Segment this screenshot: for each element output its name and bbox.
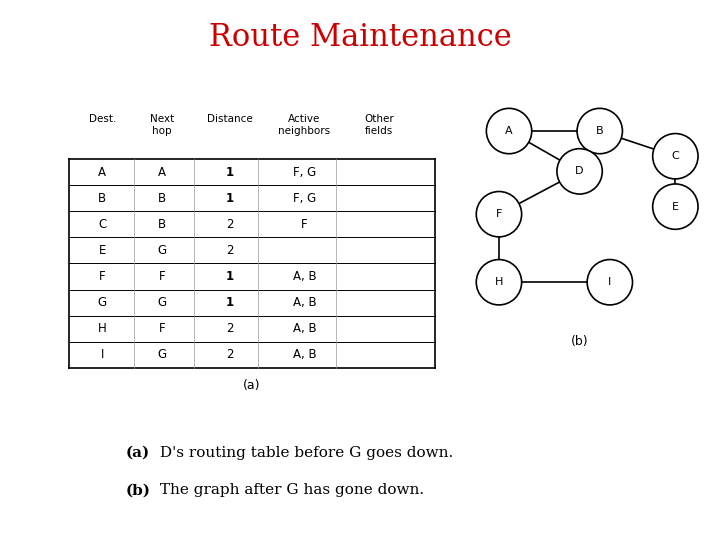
Circle shape — [588, 260, 633, 305]
Text: B: B — [158, 218, 166, 231]
Circle shape — [477, 260, 521, 305]
Text: B: B — [158, 192, 166, 205]
Circle shape — [557, 148, 602, 194]
Text: E: E — [99, 244, 106, 257]
Circle shape — [487, 109, 531, 154]
Text: Next
hop: Next hop — [150, 114, 174, 136]
Text: B: B — [98, 192, 107, 205]
Circle shape — [577, 109, 623, 154]
Text: 2: 2 — [226, 244, 233, 257]
Text: Dest.: Dest. — [89, 114, 116, 124]
Text: A: A — [505, 126, 513, 136]
Text: A, B: A, B — [292, 270, 316, 283]
Text: F: F — [159, 270, 166, 283]
Text: The graph after G has gone down.: The graph after G has gone down. — [155, 483, 424, 497]
Text: 1: 1 — [225, 296, 233, 309]
Text: F: F — [159, 322, 166, 335]
Text: F: F — [99, 270, 106, 283]
Text: C: C — [672, 151, 679, 161]
Text: F: F — [301, 218, 307, 231]
Text: H: H — [98, 322, 107, 335]
Text: D: D — [575, 166, 584, 177]
Text: F, G: F, G — [293, 166, 316, 179]
Text: (b): (b) — [126, 483, 151, 497]
Text: I: I — [101, 348, 104, 361]
Text: B: B — [596, 126, 603, 136]
Text: A, B: A, B — [292, 322, 316, 335]
Text: 2: 2 — [226, 348, 233, 361]
Text: A, B: A, B — [292, 348, 316, 361]
Circle shape — [653, 184, 698, 230]
Text: C: C — [98, 218, 107, 231]
Text: 2: 2 — [226, 218, 233, 231]
Text: (b): (b) — [571, 335, 588, 348]
Text: E: E — [672, 201, 679, 212]
Text: H: H — [495, 277, 503, 287]
Text: Other
fields: Other fields — [364, 114, 394, 136]
Text: 1: 1 — [225, 270, 233, 283]
Text: (a): (a) — [243, 379, 261, 392]
Text: I: I — [608, 277, 611, 287]
Text: A: A — [158, 166, 166, 179]
Text: 2: 2 — [226, 322, 233, 335]
Text: G: G — [158, 296, 167, 309]
Text: G: G — [158, 348, 167, 361]
Text: Route Maintenance: Route Maintenance — [209, 22, 511, 52]
Text: 1: 1 — [225, 166, 233, 179]
Text: Distance: Distance — [207, 114, 253, 124]
Text: A, B: A, B — [292, 296, 316, 309]
Text: A: A — [98, 166, 107, 179]
Text: (a): (a) — [126, 446, 150, 460]
Text: F, G: F, G — [293, 192, 316, 205]
Circle shape — [653, 133, 698, 179]
Text: D's routing table before G goes down.: D's routing table before G goes down. — [155, 446, 453, 460]
Circle shape — [477, 192, 521, 237]
Text: G: G — [98, 296, 107, 309]
Text: G: G — [158, 244, 167, 257]
Text: F: F — [496, 209, 502, 219]
Text: Active
neighbors: Active neighbors — [279, 114, 330, 136]
Text: 1: 1 — [225, 192, 233, 205]
